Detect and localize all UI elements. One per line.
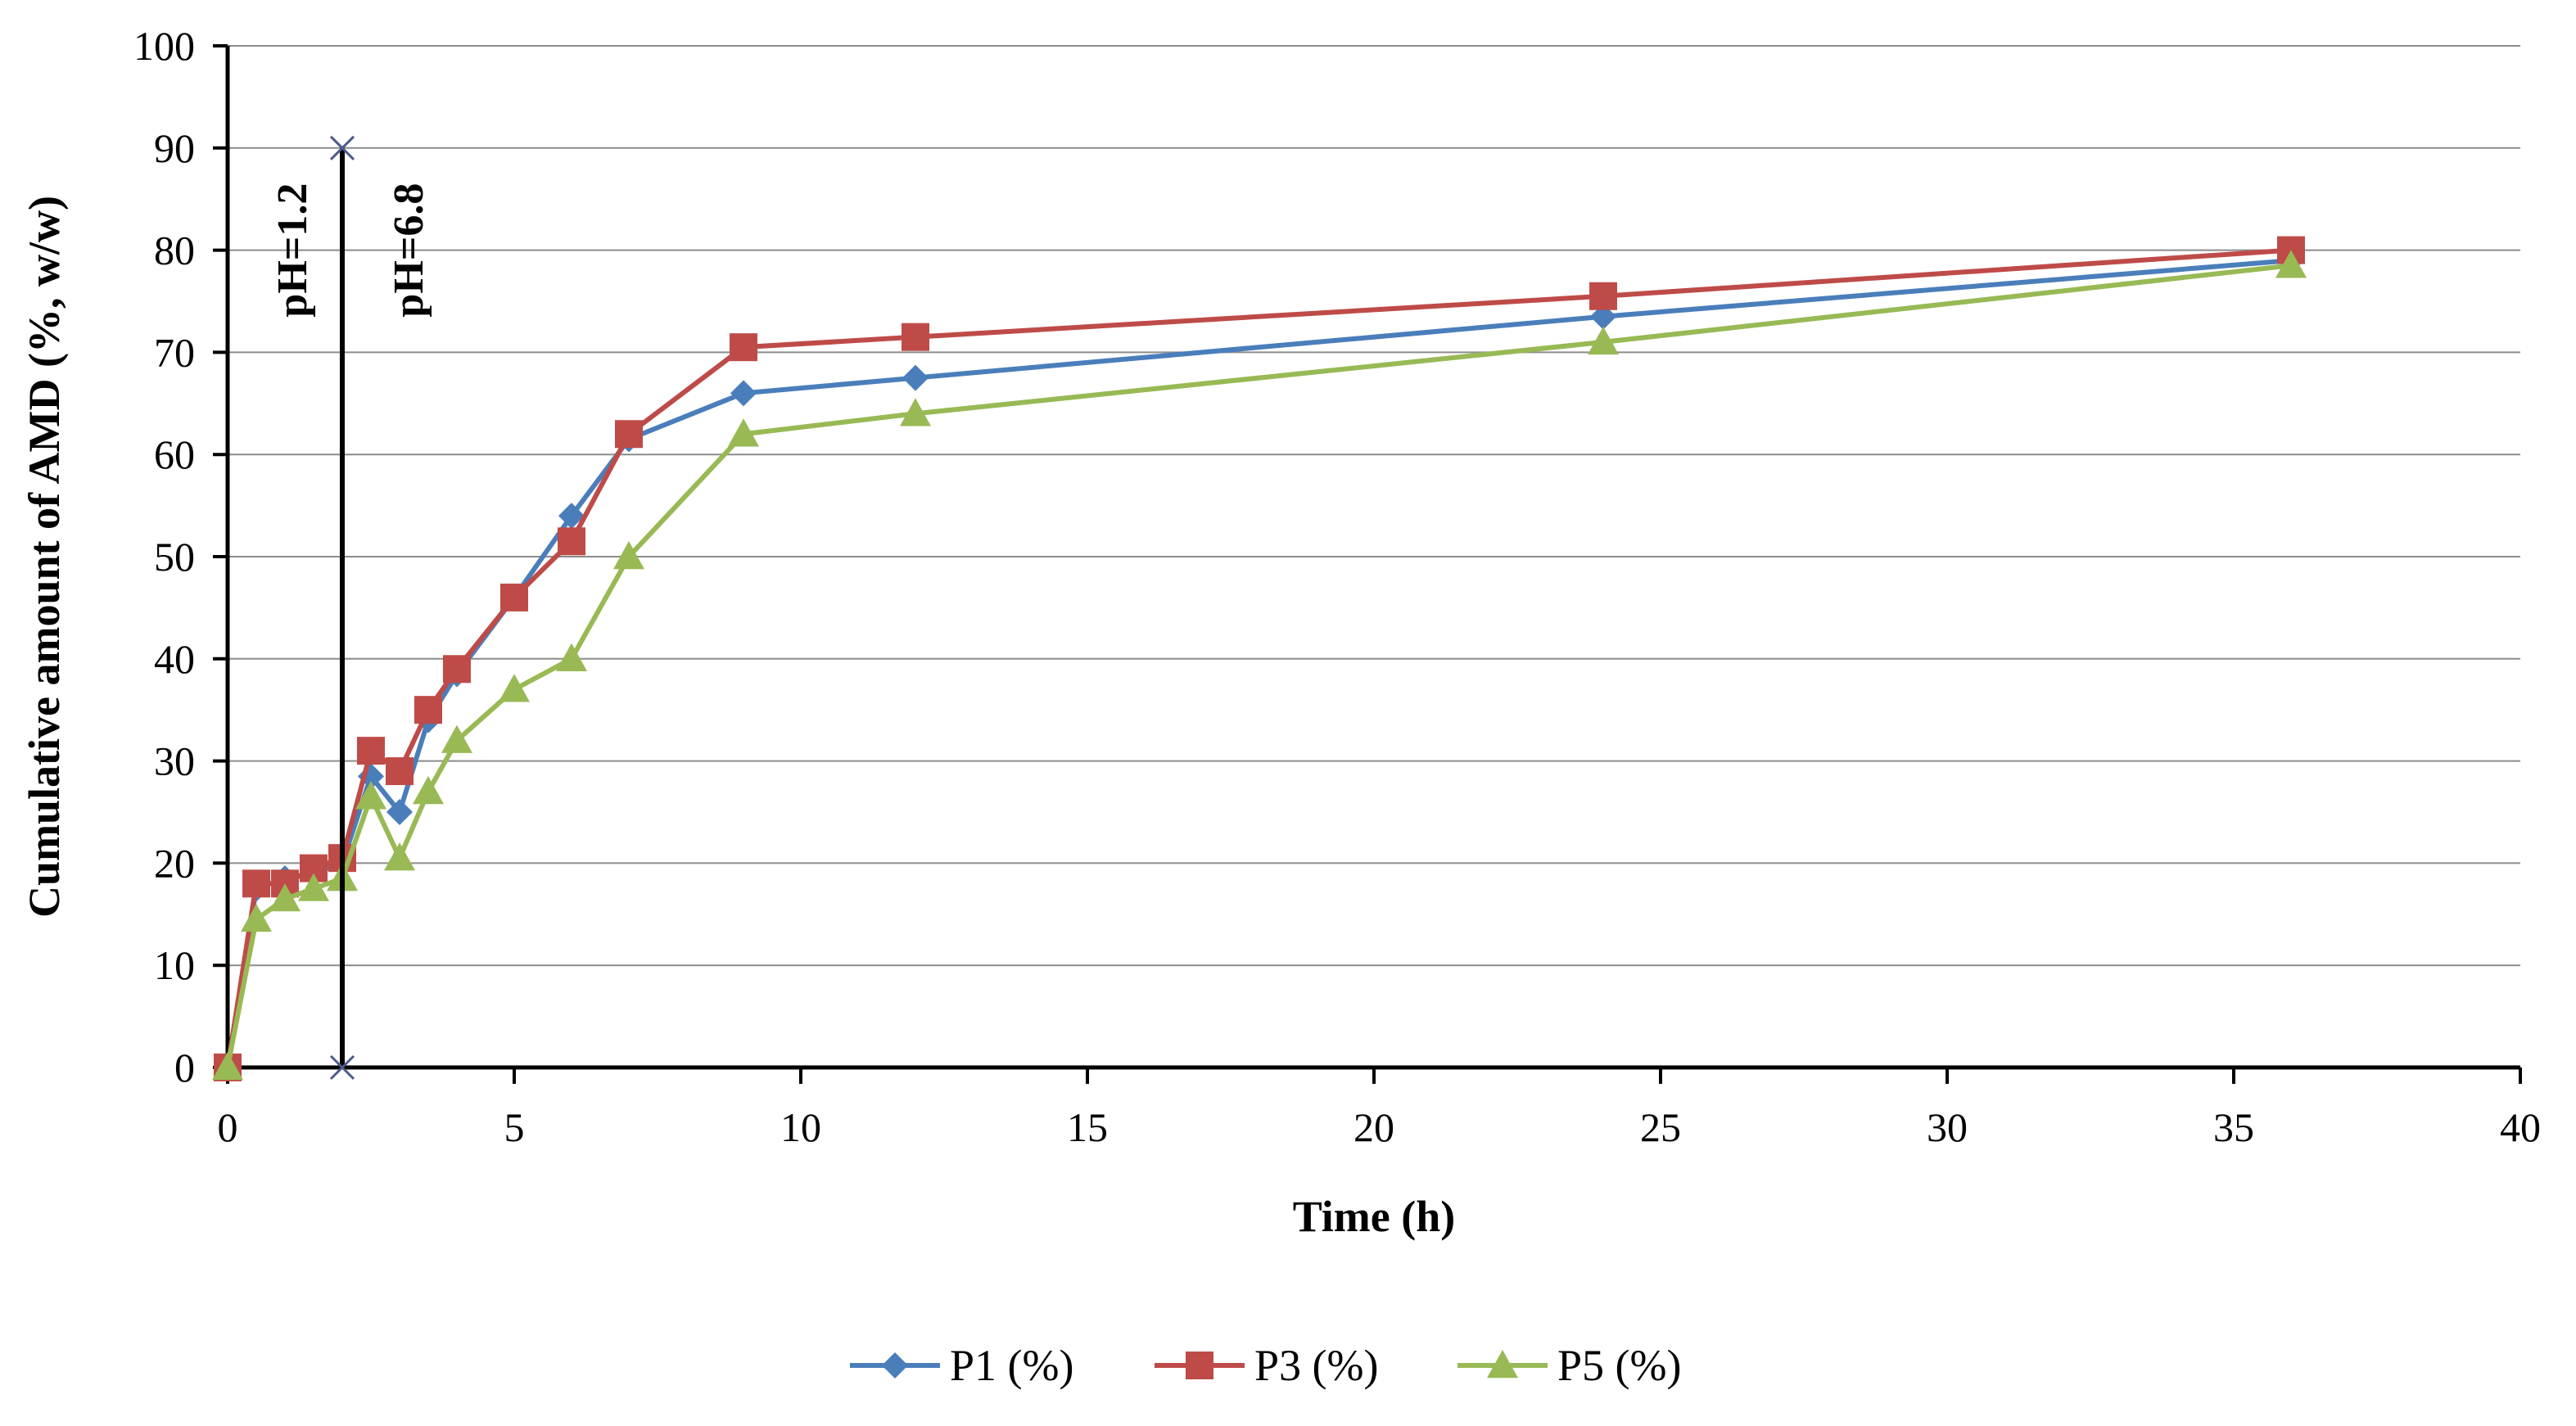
y-tick-label: 30 xyxy=(154,738,195,784)
data-point-square xyxy=(500,583,528,611)
data-point-square xyxy=(902,323,929,351)
data-point-triangle xyxy=(384,842,415,871)
series-line xyxy=(225,258,2292,1068)
axis-layer: 0 10 20 30 40 50 60 70 80 90 100 0 5 10 15 20 25 30 35 40 xyxy=(133,23,2541,1150)
x-tick-label: 10 xyxy=(780,1104,821,1150)
data-point-triangle xyxy=(212,1052,243,1081)
divider-end-marker xyxy=(329,135,355,160)
x-tick-label: 15 xyxy=(1067,1104,1108,1150)
legend-item-p5: P5 (%) xyxy=(1457,1341,1681,1390)
data-point-square xyxy=(242,869,270,898)
series-line xyxy=(225,247,2292,1068)
data-point-square xyxy=(615,420,643,449)
data-point-triangle xyxy=(613,541,644,570)
y-tick-label: 90 xyxy=(154,125,195,171)
legend-item-p3: P3 (%) xyxy=(1155,1341,1378,1390)
data-point-triangle xyxy=(269,883,301,912)
x-tick-label: 25 xyxy=(1640,1104,1681,1150)
data-point-diamond xyxy=(558,503,585,530)
data-point-square xyxy=(1589,282,1617,310)
data-point-triangle xyxy=(499,674,530,702)
y-tick-label: 20 xyxy=(154,840,195,886)
x-tick-label: 35 xyxy=(2213,1104,2254,1150)
data-point-square xyxy=(386,757,414,786)
y-tick-label: 0 xyxy=(174,1045,195,1090)
divider-end-marker xyxy=(329,1054,355,1081)
data-point-triangle xyxy=(556,643,587,671)
data-point-triangle xyxy=(355,781,386,810)
x-tick-label: 20 xyxy=(1354,1104,1394,1150)
y-tick-label: 80 xyxy=(154,228,195,273)
divider-x-stroke xyxy=(329,135,355,160)
data-point-diamond xyxy=(386,799,413,825)
grid-layer xyxy=(228,45,2520,967)
series-layer xyxy=(212,236,2307,1081)
x-tick-label: 40 xyxy=(2500,1104,2541,1150)
legend-label: P5 (%) xyxy=(1557,1341,1681,1390)
data-point-square xyxy=(414,696,442,724)
data-point-triangle xyxy=(241,904,272,932)
data-point-triangle xyxy=(441,724,472,753)
data-point-square xyxy=(443,655,471,684)
y-tick-label: 40 xyxy=(154,636,195,682)
y-tick-label: 60 xyxy=(154,431,195,477)
ph-1-2-label: pH=1.2 xyxy=(269,183,316,318)
series-p5 xyxy=(212,250,2307,1081)
data-point-triangle xyxy=(298,873,329,901)
data-point-triangle xyxy=(728,418,759,447)
data-point-triangle xyxy=(900,398,931,426)
data-point-diamond xyxy=(730,380,757,407)
data-point-square xyxy=(730,333,757,362)
y-axis-title: Cumulative amount of AMD (%, w/w) xyxy=(20,196,69,918)
data-point-triangle xyxy=(1588,326,1619,355)
data-point-triangle xyxy=(2275,250,2307,278)
x-tick-label: 30 xyxy=(1927,1104,1968,1150)
annotation-layer xyxy=(329,135,355,1081)
data-point-diamond xyxy=(882,1352,908,1379)
legend: P1 (%) P3 (%) P5 (%) xyxy=(850,1341,1681,1390)
y-tick-label: 70 xyxy=(154,329,195,375)
y-tick-label: 100 xyxy=(133,23,195,69)
x-axis-title: Time (h) xyxy=(1293,1192,1456,1241)
legend-label: P1 (%) xyxy=(950,1341,1073,1390)
x-tick-label: 0 xyxy=(218,1104,238,1150)
y-tick-label: 50 xyxy=(154,534,195,580)
series-p1 xyxy=(215,247,2304,1081)
data-point-triangle xyxy=(1487,1350,1518,1379)
ph-6-8-label: pH=6.8 xyxy=(386,183,432,318)
y-tick-label: 10 xyxy=(154,942,195,988)
data-point-square xyxy=(357,737,385,765)
legend-label: P3 (%) xyxy=(1254,1341,1378,1390)
data-point-triangle xyxy=(413,776,444,805)
data-point-square xyxy=(558,527,585,556)
legend-item-p1: P1 (%) xyxy=(850,1341,1073,1390)
divider-x-stroke xyxy=(329,1054,355,1081)
x-tick-label: 5 xyxy=(504,1104,525,1150)
series-line xyxy=(225,263,2292,1068)
data-point-diamond xyxy=(902,364,929,391)
data-point-square xyxy=(1186,1352,1213,1379)
